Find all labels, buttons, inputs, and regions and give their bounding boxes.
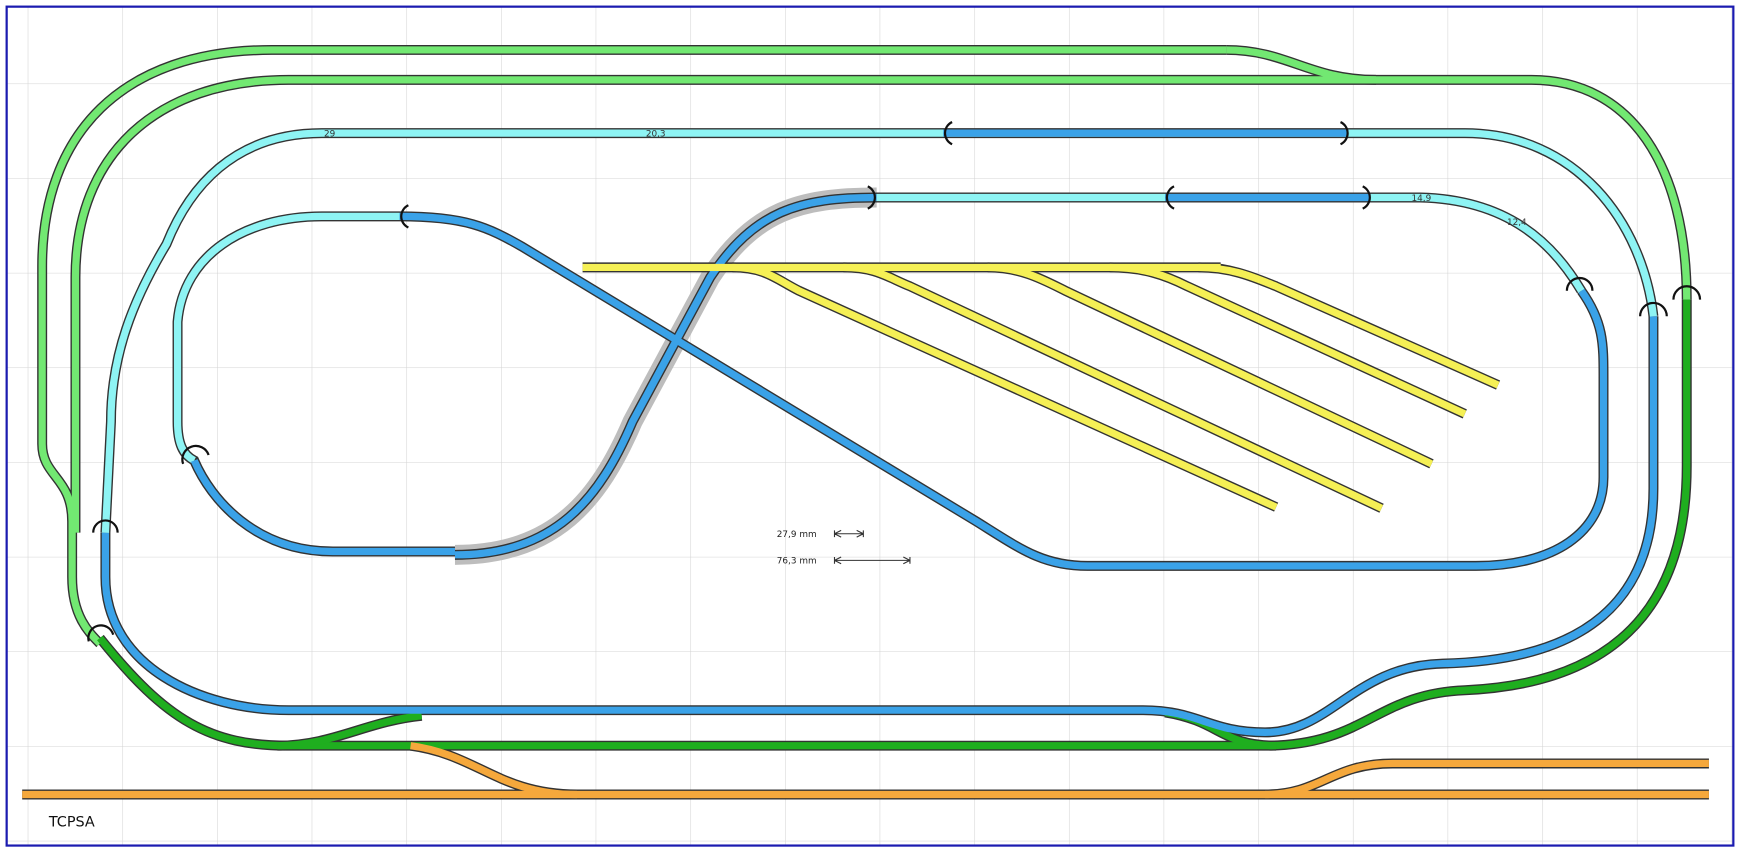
track-label: 14,9 — [1412, 194, 1432, 204]
track-cyan — [1370, 193, 1585, 293]
layout-name: TCPSA — [48, 815, 95, 831]
track-blue — [399, 212, 1608, 570]
track-dark-green — [97, 299, 1691, 750]
track-blue — [101, 316, 1658, 736]
measure-tool — [833, 529, 864, 538]
track-yellow — [843, 263, 1384, 512]
track-blue — [190, 459, 455, 556]
measure-label: 76,3 mm — [777, 557, 817, 567]
border — [5, 5, 1735, 847]
track-orange — [410, 742, 578, 799]
track-label: 20,3 — [646, 129, 666, 139]
track-label: 29 — [324, 129, 336, 139]
end-markers — [87, 121, 1702, 642]
track-cyan — [101, 129, 1658, 533]
measure-tool — [833, 556, 911, 565]
track-light-green — [71, 76, 1691, 533]
track-dark-green — [277, 712, 423, 750]
measure-label: 27,9 mm — [777, 530, 817, 540]
track-orange — [1265, 759, 1709, 799]
track-cyan — [173, 212, 400, 464]
track-yellow — [732, 263, 1278, 511]
track-yellow — [1198, 263, 1500, 389]
track-yellow — [1109, 263, 1467, 418]
track-yellow — [987, 263, 1434, 468]
track-label: 12,4 — [1507, 218, 1527, 228]
tracks — [22, 44, 1709, 800]
track-blue — [454, 193, 877, 559]
track-light-green — [38, 46, 1227, 647]
